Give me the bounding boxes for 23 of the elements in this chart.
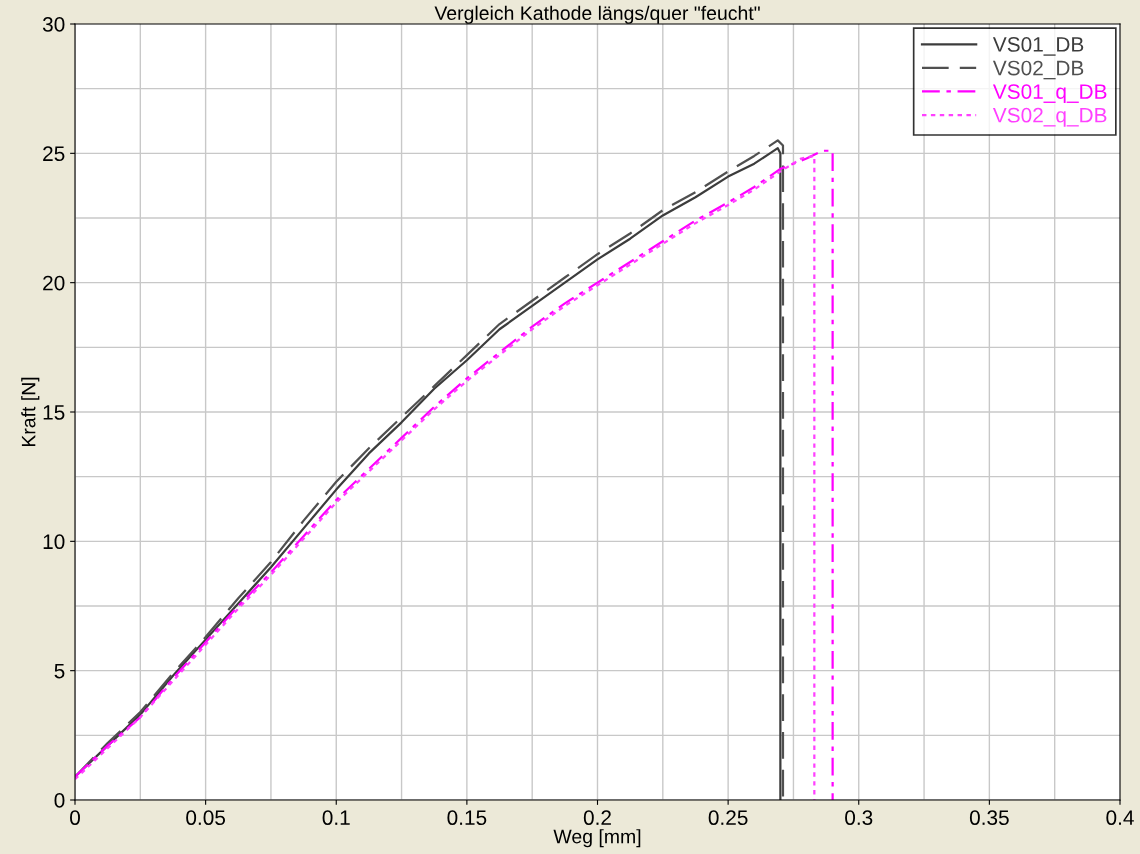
x-tick-label: 0.1 xyxy=(322,810,350,826)
y-tick-label: 25 xyxy=(43,146,65,162)
y-tick-label: 5 xyxy=(54,663,65,679)
y-tick-label: 20 xyxy=(43,275,65,291)
x-tick-label: 0.3 xyxy=(845,810,873,826)
x-tick-label: 0.2 xyxy=(583,810,611,826)
x-tick-label: 0.35 xyxy=(969,810,1009,826)
legend-label: VS02_q_DB xyxy=(992,107,1107,127)
x-tick-label: 0.25 xyxy=(708,810,748,826)
x-tick-label: 0.4 xyxy=(1106,810,1134,826)
legend-label: VS01_q_DB xyxy=(992,84,1107,104)
y-axis-title: Kraft [N] xyxy=(21,377,40,447)
x-tick-label: 0.15 xyxy=(447,810,487,826)
legend-label: VS01_DB xyxy=(992,37,1084,56)
x-axis-title: Weg [mm] xyxy=(553,829,641,848)
y-tick-label: 0 xyxy=(54,793,65,808)
legend-label: VS02_DB xyxy=(992,60,1084,80)
y-tick-label: 30 xyxy=(42,17,65,32)
x-tick-label: 0.05 xyxy=(186,810,226,826)
y-tick-label: 15 xyxy=(43,405,65,420)
chart-title: Vergleich Kathode längs/quer "feucht" xyxy=(434,5,760,24)
x-tick-label: 0 xyxy=(70,810,80,826)
y-tick-label: 10 xyxy=(43,534,65,550)
